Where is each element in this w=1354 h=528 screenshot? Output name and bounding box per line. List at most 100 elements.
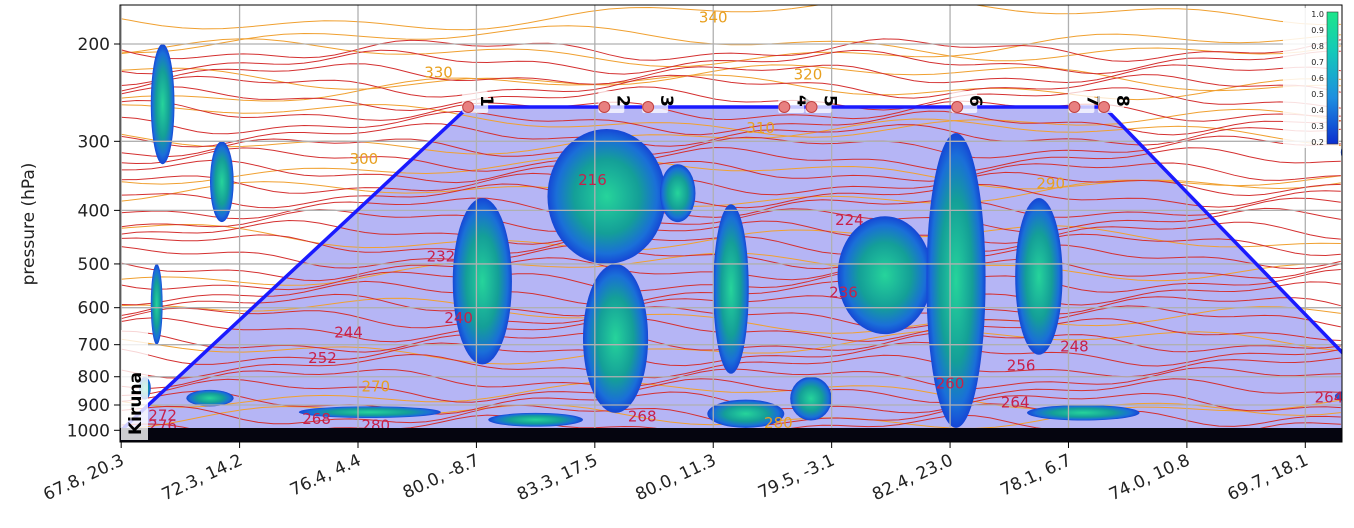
y-tick-label: 300 — [78, 132, 110, 152]
temperature-contour-label: 260 — [936, 374, 965, 392]
cloud-region — [926, 133, 986, 428]
theta-contour-line — [121, 74, 1341, 102]
temperature-contour-line — [121, 135, 1341, 159]
theta-contour-line — [121, 25, 1341, 62]
y-tick-label: 900 — [78, 396, 110, 416]
waypoint-dot — [642, 100, 655, 113]
y-tick-label: 600 — [78, 299, 110, 319]
colorbar-tick-label: 0.6 — [1311, 74, 1324, 83]
cloud-region — [713, 204, 749, 374]
cloud-region — [186, 389, 234, 407]
temperature-contour-line — [121, 99, 1341, 122]
x-tick-label: 80.0, 11.3 — [632, 450, 719, 505]
waypoint-label: 1 — [476, 95, 496, 107]
temperature-contour-label: 232 — [427, 248, 456, 266]
location-label-box: Kiruna — [121, 330, 148, 440]
cloud-region — [1027, 405, 1140, 421]
cloud-region — [547, 129, 666, 264]
temperature-contour-line — [121, 86, 1341, 112]
colorbar-tick-label: 0.3 — [1311, 122, 1324, 131]
waypoint-dot — [778, 100, 791, 113]
waypoint-label: 2 — [612, 95, 632, 107]
cloud-region — [1340, 147, 1342, 158]
waypoint-label: 6 — [965, 95, 985, 107]
waypoint-label: 8 — [1112, 95, 1132, 107]
temperature-contour-label: 224 — [835, 211, 864, 229]
waypoint-dot — [805, 100, 818, 113]
y-tick-label: 800 — [78, 368, 110, 388]
temperature-contour-label: 248 — [1060, 337, 1089, 355]
plot-frame — [119, 4, 1343, 443]
colorbar: 1.0 0.9 0.8 0.7 0.6 0.5 0.4 0.3 0.2 — [1283, 8, 1339, 148]
waypoint-label: 5 — [820, 95, 840, 107]
y-axis-label: pressure (hPa) — [19, 163, 39, 286]
waypoint-dot — [462, 100, 475, 113]
waypoint-dot — [951, 100, 964, 113]
colorbar-tick-label: 0.5 — [1311, 90, 1324, 99]
colorbar-tick-label: 0.4 — [1311, 106, 1324, 115]
theta-contour-label: 320 — [794, 66, 823, 84]
x-tick-label: 74.0, 10.8 — [1106, 450, 1193, 505]
x-tick-label: 83.3, 17.5 — [514, 450, 601, 505]
cloud-region — [452, 198, 512, 365]
temperature-contour-label: 216 — [578, 171, 607, 189]
cloud-region — [659, 164, 696, 223]
cloud-region — [209, 141, 234, 223]
theta-contour-line — [121, 104, 1341, 138]
temperature-contour-line — [121, 146, 1341, 172]
temperature-contour-label: 268 — [302, 410, 331, 428]
x-tick-label: 82.4, 23.0 — [869, 450, 956, 505]
waypoint-label: 7 — [1082, 95, 1102, 107]
x-axis: 67.8, 20.3 72.3, 14.2 76.4, 4.4 80.0, -8.7 8… — [40, 442, 1311, 505]
x-tick-label: 72.3, 14.2 — [159, 450, 246, 505]
temperature-contour-line — [121, 74, 1341, 99]
temperature-contour-label: 264 — [1001, 394, 1030, 412]
theta-contour-line — [121, 381, 1341, 416]
cloud-region — [150, 263, 163, 345]
temperature-contour-line — [121, 123, 1341, 148]
temperature-contour-label: 244 — [334, 324, 363, 342]
temperature-contour-label: 236 — [829, 283, 858, 301]
temperature-contour-label: 268 — [628, 408, 657, 426]
y-tick-label: 200 — [78, 35, 110, 55]
temperature-contour-line — [121, 63, 1341, 86]
temperature-contour-line — [121, 110, 1341, 136]
cloud-region — [837, 216, 933, 335]
temperature-contour-line — [121, 378, 1341, 404]
colorbar-tick-label: 0.7 — [1311, 58, 1324, 67]
temperature-contour-line — [121, 171, 1341, 197]
colorbar-tick-label: 1.0 — [1311, 10, 1324, 19]
temperature-contours — [121, 38, 1341, 440]
colorbar-gradient — [1326, 11, 1339, 145]
waypoint-dot — [1097, 100, 1110, 113]
ground-band — [120, 428, 1342, 442]
colorbar-tick-label: 0.2 — [1311, 138, 1324, 147]
cloud-region — [1334, 391, 1342, 401]
y-tick-label: 500 — [78, 255, 110, 275]
theta-contour-label: 310 — [746, 119, 775, 137]
theta-contour-label: 290 — [1036, 174, 1065, 192]
temperature-contour-line — [121, 49, 1341, 75]
temperature-contour-label: 264 — [1315, 388, 1344, 406]
cloud-region — [150, 44, 175, 165]
theta-contour-label: 280 — [764, 414, 793, 432]
cloud-region — [707, 399, 785, 428]
cloud-region — [790, 376, 832, 421]
theta-contour-line — [121, 5, 1341, 31]
theta-contour-label: 340 — [699, 9, 728, 27]
location-label: Kiruna — [126, 372, 146, 435]
x-tick-label: 78.1, 6.7 — [998, 450, 1075, 500]
temperature-contour-label: 252 — [308, 349, 337, 367]
temperature-contour-label: 240 — [444, 309, 473, 327]
cloud-region — [298, 406, 441, 418]
waypoint-dot — [1068, 100, 1081, 113]
temperature-contour-line — [121, 38, 1341, 62]
waypoint-label: 3 — [656, 95, 676, 107]
x-tick-label: 76.4, 4.4 — [287, 450, 364, 500]
temperature-contour-label: 272 — [148, 406, 177, 424]
x-tick-label: 80.0, -8.7 — [400, 450, 483, 503]
cloud-region — [582, 263, 649, 413]
cloud-field — [138, 44, 1342, 428]
